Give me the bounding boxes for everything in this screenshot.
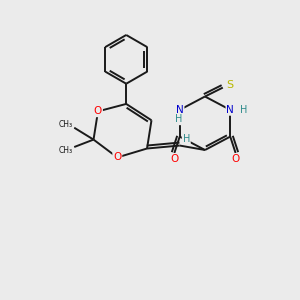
Text: O: O xyxy=(170,154,178,164)
Text: N: N xyxy=(176,105,184,115)
Text: O: O xyxy=(232,154,240,164)
Text: CH₃: CH₃ xyxy=(59,146,73,155)
Text: H: H xyxy=(175,114,182,124)
Text: O: O xyxy=(113,152,122,162)
Text: CH₃: CH₃ xyxy=(59,120,73,129)
Text: N: N xyxy=(226,105,234,115)
Text: S: S xyxy=(226,80,233,90)
Text: H: H xyxy=(240,105,247,115)
Text: H: H xyxy=(183,134,190,144)
Text: O: O xyxy=(94,106,102,116)
